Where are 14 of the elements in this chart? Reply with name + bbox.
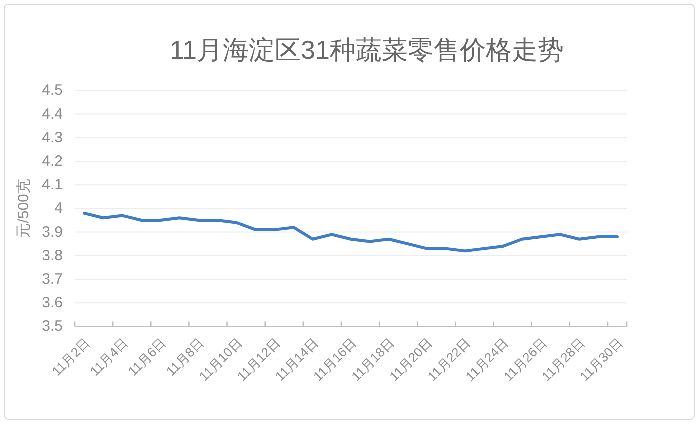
y-tick-label: 4.4 <box>42 106 63 123</box>
x-tick-label: 11月2日 <box>49 335 93 380</box>
y-tick-label: 3.5 <box>42 318 63 336</box>
y-tick-label: 4.1 <box>42 176 63 194</box>
y-tick-label: 4.5 <box>42 82 63 100</box>
y-tick-label: 4.2 <box>42 153 63 170</box>
y-axis-title: 元/500克 <box>16 179 32 238</box>
y-tick-label: 3.8 <box>42 247 63 264</box>
title: 11月海淀区31种蔬菜零售价格走势 <box>170 35 564 65</box>
y-tick-label: 4.3 <box>42 129 63 146</box>
y-tick-label: 3.7 <box>42 271 63 288</box>
y-tick-label: 3.6 <box>42 294 63 312</box>
y-tick-label: 3.9 <box>42 224 63 241</box>
y-tick-label: 4 <box>54 200 63 218</box>
